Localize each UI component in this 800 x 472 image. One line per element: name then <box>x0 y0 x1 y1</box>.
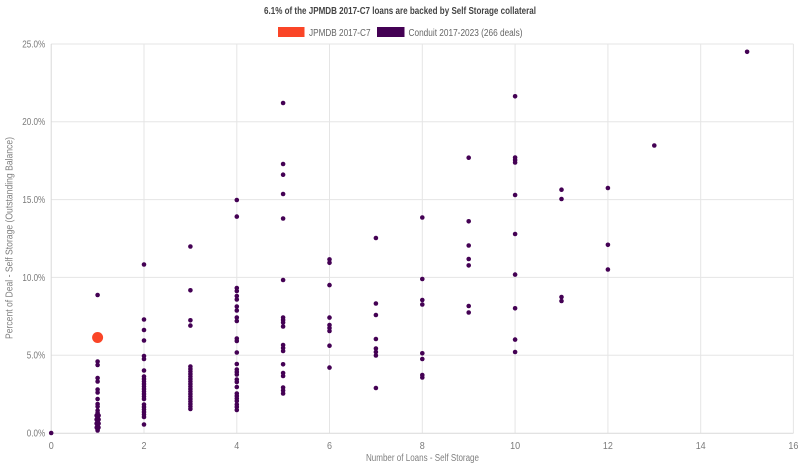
svg-text:2: 2 <box>142 441 147 452</box>
svg-text:4: 4 <box>234 441 239 452</box>
svg-text:8: 8 <box>420 441 425 452</box>
svg-text:25.0%: 25.0% <box>22 39 45 50</box>
svg-text:10.0%: 10.0% <box>22 273 45 284</box>
svg-text:JPMDB 2017-C7: JPMDB 2017-C7 <box>309 28 371 39</box>
svg-text:6: 6 <box>327 441 332 452</box>
svg-text:15.0%: 15.0% <box>22 195 45 206</box>
svg-text:Percent of Deal - Self Storage: Percent of Deal - Self Storage (Outstand… <box>5 137 16 339</box>
svg-text:12: 12 <box>603 441 613 452</box>
svg-text:10: 10 <box>510 441 520 452</box>
svg-text:0.0%: 0.0% <box>27 429 45 440</box>
svg-text:Number of Loans - Self Storage: Number of Loans - Self Storage <box>366 453 479 464</box>
svg-text:Conduit 2017-2023 (266 deals): Conduit 2017-2023 (266 deals) <box>409 28 523 39</box>
svg-text:6.1% of the JPMDB 2017-C7 loan: 6.1% of the JPMDB 2017-C7 loans are back… <box>264 5 536 17</box>
svg-text:14: 14 <box>696 441 706 452</box>
svg-text:0: 0 <box>49 441 54 452</box>
svg-text:5.0%: 5.0% <box>27 351 45 362</box>
svg-text:16: 16 <box>788 441 798 452</box>
svg-text:20.0%: 20.0% <box>22 117 45 128</box>
